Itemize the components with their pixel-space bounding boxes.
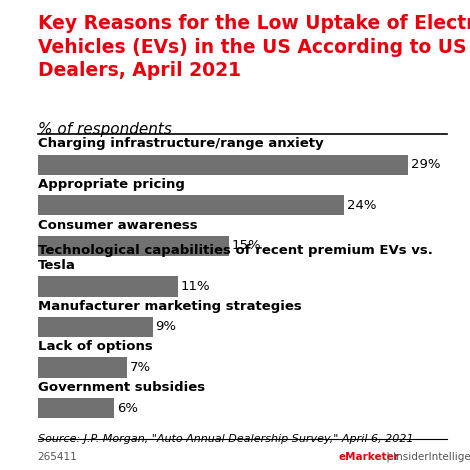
Text: Consumer awareness: Consumer awareness (38, 219, 197, 232)
Text: Key Reasons for the Low Uptake of Electric
Vehicles (EVs) in the US According to: Key Reasons for the Low Uptake of Electr… (38, 14, 470, 80)
Bar (38, 195, 344, 215)
Text: 9%: 9% (155, 321, 176, 333)
Text: Charging infrastructure/range anxiety: Charging infrastructure/range anxiety (38, 138, 323, 150)
Bar (38, 276, 178, 297)
Text: 24%: 24% (347, 199, 376, 212)
Text: Appropriate pricing: Appropriate pricing (38, 178, 184, 191)
Text: 265411: 265411 (38, 452, 78, 462)
Bar (38, 317, 153, 337)
Text: Source: J.P. Morgan, "Auto Annual Dealership Survey," April 6, 2021: Source: J.P. Morgan, "Auto Annual Dealer… (38, 434, 413, 444)
Text: | InsiderIntelligence.com: | InsiderIntelligence.com (383, 451, 470, 462)
Text: Lack of options: Lack of options (38, 340, 152, 353)
Text: 6%: 6% (117, 401, 138, 415)
Text: 15%: 15% (232, 239, 261, 252)
Text: 29%: 29% (411, 158, 440, 171)
Bar (38, 235, 229, 256)
Text: eMarketer: eMarketer (338, 452, 400, 462)
Text: Manufacturer marketing strategies: Manufacturer marketing strategies (38, 300, 301, 313)
Bar (38, 398, 114, 418)
Text: 11%: 11% (180, 280, 211, 293)
Text: Government subsidies: Government subsidies (38, 381, 205, 394)
Text: Technological capabilities of recent premium EVs vs. Tesla: Technological capabilities of recent pre… (38, 244, 432, 272)
Text: % of respondents: % of respondents (38, 122, 172, 137)
Text: 7%: 7% (130, 361, 151, 374)
Bar (38, 155, 408, 175)
Bar (38, 357, 127, 377)
